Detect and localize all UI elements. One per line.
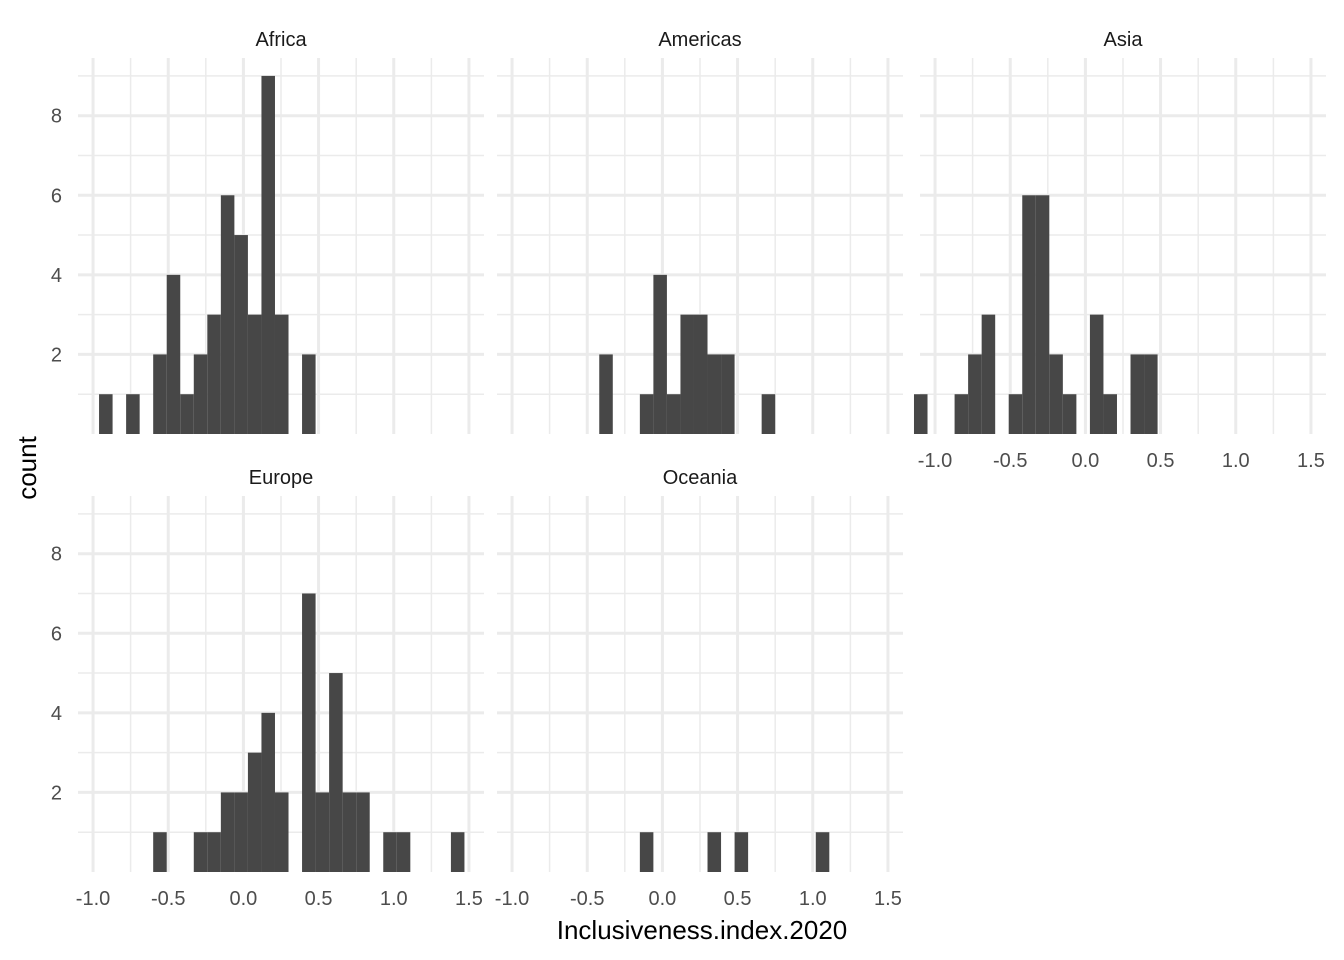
histogram-bar: [680, 314, 694, 434]
facet-title: Oceania: [663, 467, 738, 489]
x-tick-label: 0.5: [724, 888, 752, 910]
histogram-bar: [693, 314, 708, 434]
histogram-bar: [126, 394, 140, 434]
y-axis-title: count: [12, 435, 42, 499]
histogram-bar: [193, 832, 208, 872]
histogram-bar: [968, 354, 982, 434]
histogram-bar: [220, 195, 235, 434]
histogram-bar: [639, 832, 654, 872]
y-tick-label: 8: [51, 544, 62, 566]
x-tick-label: 0.5: [305, 888, 333, 910]
histogram-bar: [981, 314, 996, 434]
facet-panels: Africa 2 4 6 8 Americas Asia -1.0 -0.5 0.0 0.5 1.0 1…: [51, 29, 1326, 910]
x-tick-label: 1.0: [380, 888, 408, 910]
histogram-bar: [639, 394, 654, 434]
histogram-bar: [220, 792, 235, 872]
x-axis-title: Inclusiveness.index.2020: [557, 915, 848, 945]
x-tick-label: 0.0: [230, 888, 258, 910]
histogram-bar: [396, 832, 411, 872]
y-tick-label: 4: [51, 265, 62, 287]
x-tick-label: 0.0: [649, 888, 677, 910]
facet-title: Americas: [658, 29, 741, 51]
histogram-bar: [302, 593, 316, 872]
histogram-bar: [153, 832, 167, 872]
histogram-bar: [954, 394, 969, 434]
histogram-bar: [1035, 195, 1050, 434]
histogram-bar: [1049, 354, 1063, 434]
histogram-bar: [599, 354, 613, 434]
histogram-bar: [734, 832, 749, 872]
histogram-bar: [707, 354, 722, 434]
facet-title: Europe: [249, 467, 314, 489]
facet-title: Africa: [255, 29, 307, 51]
histogram-bar: [761, 394, 776, 434]
x-tick-label: -1.0: [918, 450, 952, 472]
histogram-bar: [261, 712, 275, 872]
y-tick-label: 4: [51, 703, 62, 725]
x-tick-label: 0.0: [1072, 450, 1100, 472]
histogram-bar: [329, 673, 343, 872]
x-tick-label: 1.5: [874, 888, 902, 910]
histogram-bar: [207, 314, 221, 434]
x-tick-label: 0.5: [1147, 450, 1175, 472]
histogram-bar: [1022, 195, 1036, 434]
histogram-bar: [342, 792, 357, 872]
histogram-bar: [261, 75, 275, 435]
y-tick-label: 6: [51, 185, 62, 207]
histogram-bar: [653, 274, 667, 434]
x-tick-label: 1.5: [455, 888, 483, 910]
y-tick-label: 8: [51, 106, 62, 128]
histogram-bar: [234, 792, 248, 872]
histogram-bar: [315, 792, 330, 872]
histogram-bar: [1130, 354, 1145, 434]
x-tick-label: -0.5: [993, 450, 1027, 472]
facet-panel-oceania: Oceania -1.0 -0.5 0.0 0.5 1.0 1.5: [495, 467, 903, 910]
x-tick-label: 1.5: [1297, 450, 1325, 472]
facet-title: Asia: [1104, 29, 1144, 51]
histogram-bar: [234, 235, 248, 434]
histogram-bar: [1062, 394, 1077, 434]
histogram-bar: [274, 792, 289, 872]
histogram-bar: [1089, 314, 1104, 434]
facet-panel-asia: Asia -1.0 -0.5 0.0 0.5 1.0 1.5: [913, 29, 1326, 472]
histogram-bar: [153, 354, 167, 434]
histogram-bar: [913, 394, 928, 434]
histogram-bar: [1103, 394, 1117, 434]
y-tick-label: 2: [51, 782, 62, 804]
histogram-bar: [99, 394, 113, 434]
histogram-bar: [274, 314, 289, 434]
x-tick-label: 1.0: [799, 888, 827, 910]
histogram-bar: [721, 354, 735, 434]
histogram-bar: [450, 832, 465, 872]
histogram-bar: [247, 752, 262, 872]
facet-panel-africa: Africa 2 4 6 8: [51, 29, 484, 435]
y-tick-label: 6: [51, 623, 62, 645]
histogram-bar: [193, 354, 208, 434]
histogram-bar: [707, 832, 722, 872]
histogram-bar: [207, 832, 221, 872]
histogram-bar: [247, 314, 262, 434]
histogram-bar: [1144, 354, 1158, 434]
x-tick-label: -1.0: [76, 888, 110, 910]
histogram-bar: [666, 394, 681, 434]
x-tick-label: -1.0: [495, 888, 529, 910]
histogram-bar: [180, 394, 194, 434]
x-tick-label: -0.5: [570, 888, 604, 910]
facet-panel-americas: Americas: [497, 29, 903, 434]
y-tick-label: 2: [51, 344, 62, 366]
histogram-bar: [302, 354, 316, 434]
x-tick-label: -0.5: [151, 888, 185, 910]
x-tick-label: 1.0: [1222, 450, 1250, 472]
facet-panel-europe: Europe 2 4 6 8 -1.0 -0.5 0.0 0.5 1.0 1.5: [51, 467, 484, 910]
histogram-bar: [815, 832, 830, 872]
histogram-bar: [166, 274, 181, 434]
histogram-bar: [383, 832, 397, 872]
histogram-bar: [1008, 394, 1023, 434]
histogram-bar: [356, 792, 370, 872]
